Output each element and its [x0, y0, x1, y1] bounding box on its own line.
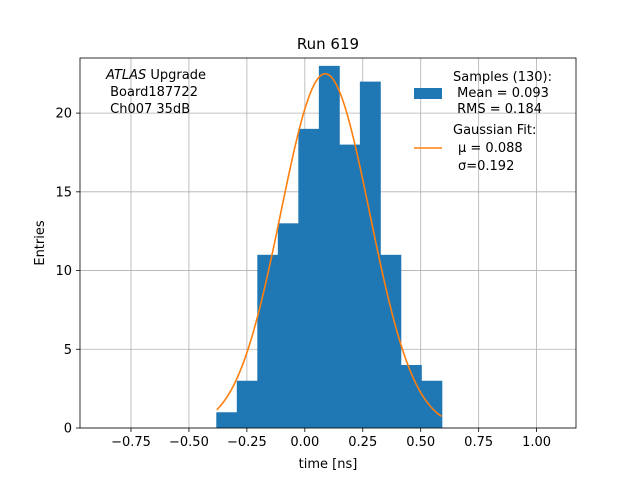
- annotation-line-3: Ch007 35dB: [106, 102, 190, 117]
- histogram-bar: [421, 380, 443, 428]
- gaussian-fit: [216, 72, 443, 418]
- y-axis-label: Entries: [33, 220, 48, 266]
- y-tick-label: 5: [64, 343, 72, 358]
- chart-title: Run 619: [297, 35, 359, 53]
- histogram-bar: [339, 144, 361, 428]
- legend-fit-title: Gaussian Fit:: [453, 123, 536, 138]
- x-axis-ticks: −0.75 −0.50 −0.25 0.00 0.25 0.50 0.75 1.00: [111, 428, 551, 450]
- histogram-bar: [277, 223, 299, 428]
- gaussian-fit-curve: [216, 72, 443, 418]
- y-tick-label: 0: [64, 422, 72, 437]
- x-tick-label: 0.25: [348, 435, 377, 450]
- legend-samples-mean: Mean = 0.093: [453, 86, 549, 101]
- legend-fit-mu: μ = 0.088: [458, 141, 523, 156]
- histogram-bar: [400, 365, 422, 428]
- x-tick-label: −0.75: [111, 435, 151, 450]
- histogram-bar: [298, 128, 320, 428]
- x-tick-label: 1.00: [522, 435, 551, 450]
- legend: Samples (130): Mean = 0.093 RMS = 0.184 …: [414, 70, 552, 174]
- histogram-bar: [236, 380, 258, 428]
- x-tick-label: 0.50: [406, 435, 435, 450]
- y-tick-label: 10: [55, 264, 72, 279]
- annotation-upgrade: Upgrade: [146, 68, 206, 83]
- histogram-bar: [380, 254, 402, 428]
- atlas-annotation: ATLAS Upgrade Board187722 Ch007 35dB: [105, 68, 206, 117]
- legend-samples-rms: RMS = 0.184: [453, 102, 542, 117]
- y-tick-label: 20: [55, 107, 72, 122]
- legend-samples-swatch: [414, 88, 442, 99]
- y-tick-label: 15: [55, 185, 72, 200]
- x-axis-label: time [ns]: [299, 457, 358, 472]
- x-tick-label: −0.50: [169, 435, 209, 450]
- annotation-line-2: Board187722: [106, 85, 198, 100]
- histogram-bar: [216, 412, 238, 428]
- histogram-bar: [318, 65, 340, 428]
- legend-samples-title: Samples (130):: [453, 70, 552, 85]
- annotation-atlas: ATLAS: [105, 68, 146, 83]
- x-tick-label: 0.75: [464, 435, 493, 450]
- histogram-bar: [359, 81, 381, 429]
- histogram-bar: [257, 254, 279, 428]
- x-tick-label: 0.00: [290, 435, 319, 450]
- annotation-line-1: ATLAS Upgrade: [105, 68, 206, 83]
- axes-frame: [79, 57, 577, 429]
- x-tick-label: −0.25: [227, 435, 267, 450]
- legend-fit-sigma: σ=0.192: [458, 159, 514, 174]
- y-axis-ticks: 0 5 10 15 20: [55, 107, 80, 437]
